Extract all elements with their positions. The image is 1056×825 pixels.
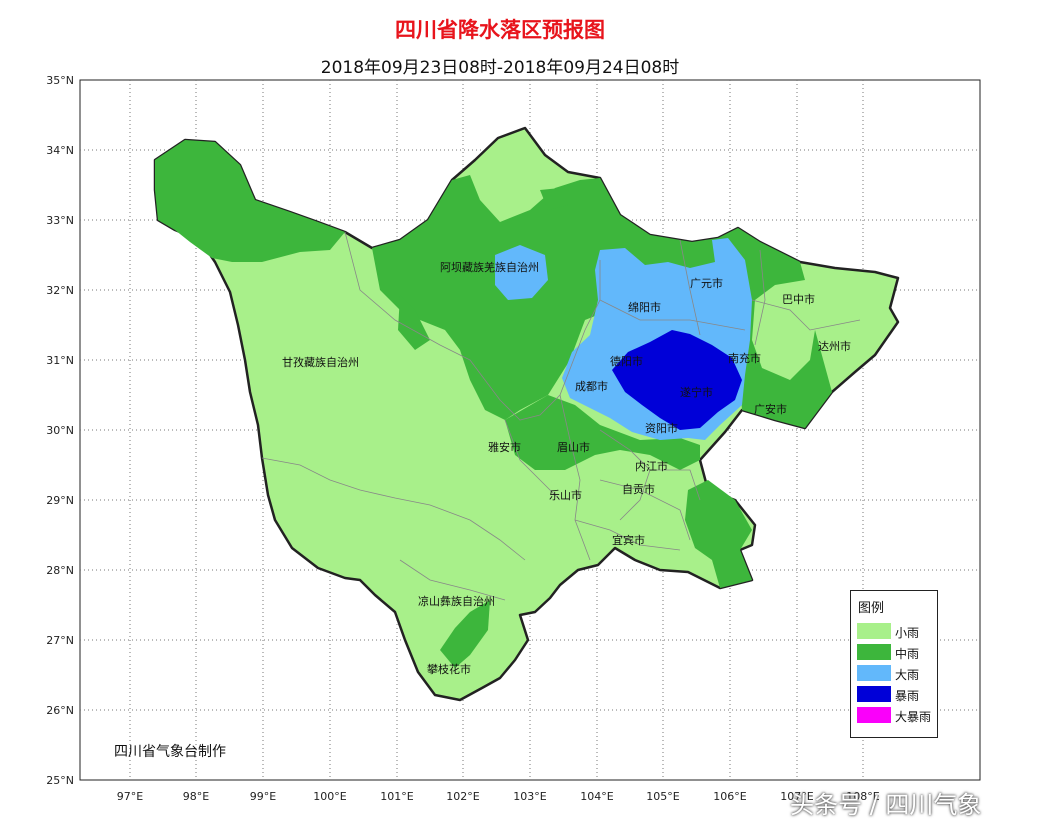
lon-label: 99°E <box>250 790 276 803</box>
legend-item-rainstorm: 暴雨 <box>857 686 937 703</box>
lon-label: 98°E <box>183 790 209 803</box>
region-labels: 阿坝藏族羌族自治州 甘孜藏族自治州 凉山彝族自治州 <box>282 260 539 608</box>
legend-swatch <box>857 686 891 702</box>
map-subtitle: 2018年09月23日08时-2018年09月24日08时 <box>320 58 680 78</box>
lat-label: 26°N <box>46 704 74 717</box>
city-label-panzhihua: 攀枝花市 <box>427 662 471 676</box>
legend: 图例 小雨 中雨 大雨 暴雨 大暴雨 <box>850 590 938 738</box>
legend-label: 小雨 <box>895 626 920 640</box>
city-label-dazhou: 达州市 <box>818 339 851 353</box>
city-labels: 广元市 巴中市 绵阳市 达州市 德阳市 南充市 成都市 遂宁市 广安市 资阳市 … <box>427 276 851 676</box>
legend-title: 图例 <box>858 601 885 616</box>
lon-label: 97°E <box>117 790 143 803</box>
city-label-mianyang: 绵阳市 <box>628 300 661 314</box>
lon-label: 104°E <box>580 790 613 803</box>
city-label-guangyuan: 广元市 <box>690 276 723 290</box>
lat-label: 35°N <box>46 74 74 87</box>
map-title: 四川省降水落区预报图 <box>395 18 605 42</box>
legend-swatch <box>857 665 891 681</box>
lat-label: 28°N <box>46 564 74 577</box>
lat-label: 31°N <box>46 354 74 367</box>
legend-item-heavy-rain: 大雨 <box>857 665 937 682</box>
city-label-yibin: 宜宾市 <box>612 533 645 547</box>
lat-label: 33°N <box>46 214 74 227</box>
lat-label: 27°N <box>46 634 74 647</box>
lat-label: 30°N <box>46 424 74 437</box>
admin-boundaries <box>261 231 861 601</box>
city-label-meishan: 眉山市 <box>557 440 590 454</box>
city-label-nanchong: 南充市 <box>728 351 761 365</box>
lon-label: 107°E <box>780 790 813 803</box>
legend-label: 暴雨 <box>895 689 920 703</box>
legend-swatch <box>857 707 891 723</box>
rainstorm-area <box>612 330 742 430</box>
lon-label: 106°E <box>713 790 746 803</box>
lat-label: 25°N <box>46 774 74 787</box>
lon-label: 101°E <box>380 790 413 803</box>
watermark-text: 头条号 / 四川气象 <box>790 791 982 819</box>
city-label-guangan: 广安市 <box>754 402 787 416</box>
legend-label: 大暴雨 <box>895 710 932 724</box>
lon-axis-labels: 97°E 98°E 99°E 100°E 101°E 102°E 103°E 1… <box>117 790 880 803</box>
lon-label: 103°E <box>513 790 546 803</box>
city-label-yaan: 雅安市 <box>488 440 521 454</box>
city-label-suining: 遂宁市 <box>680 385 713 399</box>
lon-label: 102°E <box>446 790 479 803</box>
lon-label: 100°E <box>313 790 346 803</box>
city-label-chengdu: 成都市 <box>575 379 608 393</box>
region-label-aba: 阿坝藏族羌族自治州 <box>440 260 539 274</box>
lon-label: 108°E <box>846 790 879 803</box>
lat-label: 34°N <box>46 144 74 157</box>
legend-label: 大雨 <box>895 668 920 682</box>
legend-swatch <box>857 644 891 660</box>
legend-item-light-rain: 小雨 <box>857 623 937 640</box>
city-label-leshan: 乐山市 <box>549 488 582 502</box>
city-label-deyang: 德阳市 <box>610 354 643 368</box>
moderate-rain-areas <box>155 140 832 668</box>
lat-axis-labels: 35°N 34°N 33°N 32°N 31°N 30°N 29°N 28°N … <box>46 74 74 787</box>
city-label-neijiang: 内江市 <box>635 459 668 473</box>
lon-label: 105°E <box>646 790 679 803</box>
city-label-ziyang: 资阳市 <box>645 421 678 435</box>
legend-label: 中雨 <box>895 647 920 661</box>
legend-item-moderate-rain: 中雨 <box>857 644 937 661</box>
lat-label: 29°N <box>46 494 74 507</box>
credit-text: 四川省气象台制作 <box>114 744 226 760</box>
region-label-liangshan: 凉山彝族自治州 <box>418 594 495 608</box>
region-label-ganzi: 甘孜藏族自治州 <box>282 355 359 369</box>
lat-label: 32°N <box>46 284 74 297</box>
city-label-zigong: 自贡市 <box>622 482 655 496</box>
city-label-bazhong: 巴中市 <box>782 292 815 306</box>
legend-swatch <box>857 623 891 639</box>
legend-item-heavy-rainstorm: 大暴雨 <box>857 707 937 724</box>
